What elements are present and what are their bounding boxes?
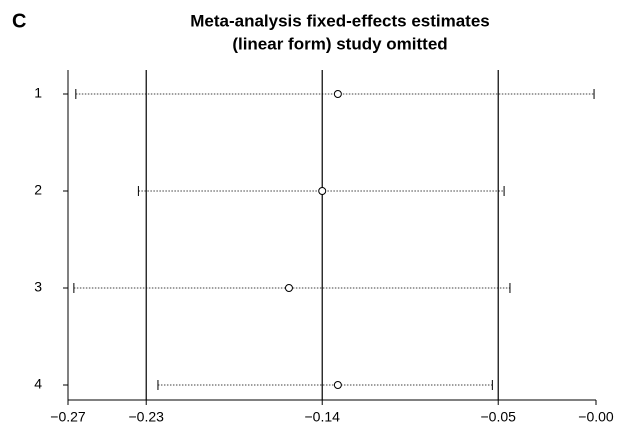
x-tick-label: −0.14 xyxy=(305,409,341,425)
estimate-point xyxy=(284,284,293,292)
chart-title: Meta-analysis fixed-effects estimates xyxy=(190,11,490,30)
y-tick-label: 3 xyxy=(34,279,42,295)
y-tick-label: 1 xyxy=(34,85,42,101)
x-tick-label: −0.27 xyxy=(50,409,86,425)
y-tick-label: 2 xyxy=(34,182,42,198)
chart-title: (linear form) study omitted xyxy=(232,34,447,53)
estimate-point xyxy=(333,381,342,389)
x-tick-label: −0.00 xyxy=(578,409,614,425)
estimate-point xyxy=(333,90,342,98)
x-tick-label: −0.23 xyxy=(129,409,165,425)
y-tick-label: 4 xyxy=(34,376,42,392)
panel-label: C xyxy=(12,10,26,32)
estimate-point xyxy=(318,187,327,195)
x-tick-label: −0.05 xyxy=(481,409,517,425)
